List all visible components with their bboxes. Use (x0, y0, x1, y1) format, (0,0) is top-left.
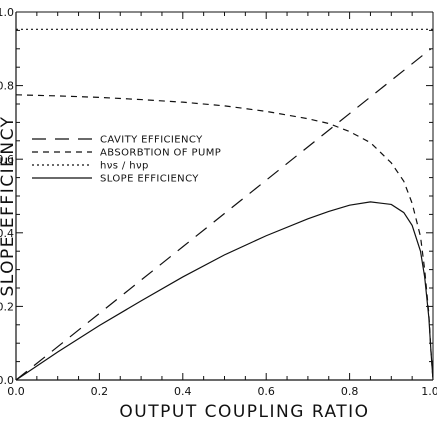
y-tick-label: 0.0 (0, 374, 14, 387)
y-tick-label: 1.0 (0, 6, 14, 19)
x-tick-label: 0.4 (174, 385, 192, 398)
legend-label: hνs / hνp (100, 161, 149, 172)
y-tick-label: 0.2 (0, 300, 14, 313)
tick-labels: 0.0 0.2 0.4 0.6 0.8 1.0 0.0 0.2 0.4 0.6 0.8 1.0 (0, 6, 437, 398)
plot-frame (15, 11, 434, 381)
x-tick-label: 0.2 (91, 385, 109, 398)
y-tick-label: 0.6 (0, 153, 14, 166)
legend-label: ABSORBTION OF PUMP (100, 148, 221, 159)
x-tick-label: 0.0 (7, 385, 25, 398)
series-cavity-efficiency (15, 48, 432, 381)
axis-ticks (15, 11, 434, 381)
x-axis-title: OUTPUT COUPLING RATIO (119, 402, 369, 422)
series-lines (15, 28, 434, 381)
legend-label: CAVITY EFFICIENCY (100, 135, 203, 146)
x-tick-label: 1.0 (421, 385, 437, 398)
y-tick-label: 0.8 (0, 80, 14, 93)
x-tick-label: 0.6 (257, 385, 275, 398)
y-tick-label: 0.4 (0, 227, 14, 240)
y-axis-title: SLOPE EFFICIENCY (0, 115, 18, 296)
legend-label: SLOPE EFFICIENCY (100, 174, 199, 185)
x-tick-label: 0.8 (341, 385, 359, 398)
legend: CAVITY EFFICIENCY ABSORBTION OF PUMP hνs /… (32, 135, 221, 185)
series-slope-efficiency (15, 201, 434, 381)
series-absorbtion-of-pump (15, 94, 434, 381)
